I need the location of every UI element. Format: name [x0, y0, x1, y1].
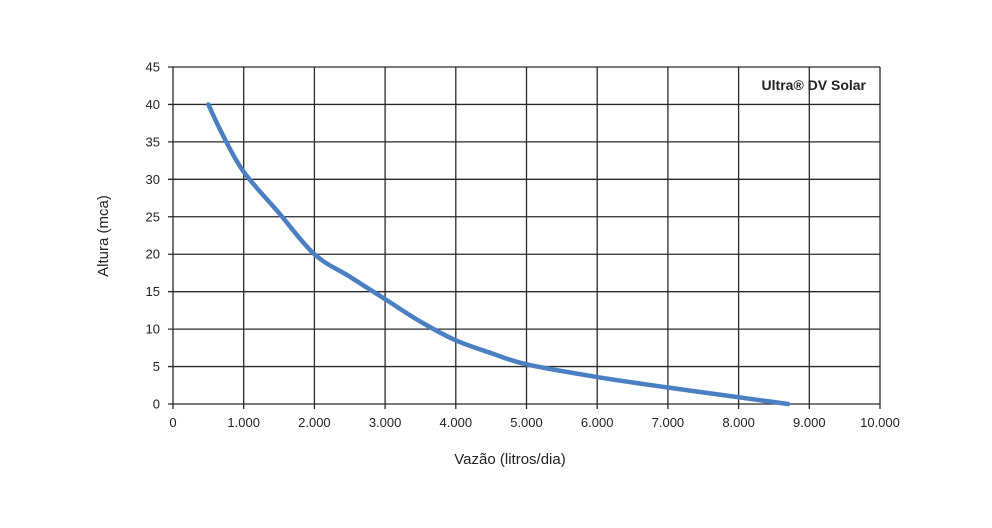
y-tick-label: 15: [146, 284, 160, 299]
x-tick-label: 1.000: [227, 415, 260, 430]
y-tick-label: 10: [146, 322, 160, 337]
legend: Ultra® DV Solar: [762, 77, 867, 93]
y-tick-label: 20: [146, 247, 160, 262]
series-line: [206, 102, 791, 407]
y-tick-label: 45: [146, 60, 160, 75]
x-tick-label: 5.000: [510, 415, 543, 430]
x-tick-label: 3.000: [369, 415, 402, 430]
x-tick-label: 8.000: [722, 415, 755, 430]
y-axis-ticks: 0 5 10 15 20 25 30 35 40 45: [146, 60, 160, 412]
x-tick-label: 2.000: [298, 415, 331, 430]
x-tick-label: 6.000: [581, 415, 614, 430]
x-tick-label: 9.000: [793, 415, 826, 430]
y-axis-label: Altura (mca): [95, 195, 112, 277]
x-axis-ticks: 0 1.000 2.000 3.000 4.000 5.000 6.000 7.000 8.00…: [169, 415, 900, 430]
y-tick-label: 35: [146, 134, 160, 149]
x-tick-label: 0: [169, 415, 176, 430]
series-layer: [206, 102, 791, 407]
legend-series-label: Ultra® DV Solar: [762, 77, 867, 93]
y-tick-label: 5: [153, 359, 160, 374]
x-axis-label: Vazão (litros/dia): [454, 451, 565, 468]
x-tick-label: 10.000: [860, 415, 900, 430]
y-tick-label: 40: [146, 97, 160, 112]
x-tick-label: 7.000: [652, 415, 685, 430]
x-tick-label: 4.000: [440, 415, 473, 430]
y-tick-label: 25: [146, 209, 160, 224]
y-tick-label: 30: [146, 172, 160, 187]
y-tick-label: 0: [153, 397, 160, 412]
grid: [168, 66, 881, 409]
